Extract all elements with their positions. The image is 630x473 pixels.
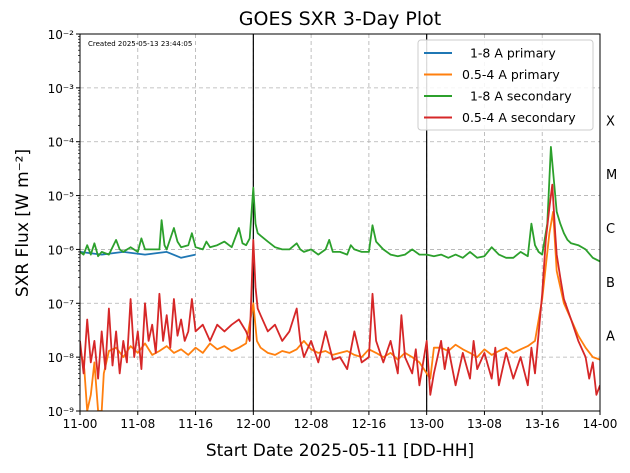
y-tick-label: 10⁻⁶	[48, 243, 75, 257]
x-axis-label: Start Date 2025-05-11 [DD-HH]	[206, 441, 474, 461]
y-tick-label: 10⁻⁷	[48, 297, 75, 311]
series-line	[80, 146, 600, 263]
x-tick-label: 14-00	[583, 417, 618, 431]
x-tick-label: 12-08	[294, 417, 329, 431]
legend: 1-8 A primary 0.5-4 A primary 1-8 A secon…	[417, 39, 594, 131]
chart-title: GOES SXR 3-Day Plot	[239, 8, 441, 30]
y-tick-label: 10⁻⁸	[48, 351, 75, 365]
flare-class-label: B	[606, 276, 615, 291]
flare-class-label: A	[606, 330, 615, 345]
legend-entry: 1-8 A primary	[462, 46, 556, 61]
x-tick-label: 12-16	[351, 417, 386, 431]
y-tick-label: 10⁻⁴	[48, 136, 75, 150]
day-boundary-lines	[252, 34, 428, 411]
y-tick-label: 10⁻⁹	[48, 405, 75, 419]
plot-frame	[79, 33, 601, 412]
x-tick-label: 13-08	[467, 417, 502, 431]
data-series-group	[80, 146, 600, 411]
series-line	[80, 210, 600, 411]
legend-box	[417, 39, 594, 131]
x-tick-label: 13-16	[525, 417, 560, 431]
x-tick-label: 11-16	[178, 417, 213, 431]
flare-class-label: C	[606, 222, 615, 237]
series-line	[80, 251, 196, 259]
x-tick-label: 11-08	[120, 417, 155, 431]
x-tick-label: 13-00	[409, 417, 444, 431]
y-tick-label: 10⁻³	[48, 82, 75, 96]
flare-class-label: X	[606, 114, 615, 129]
y-axis-label: SXR Flux [W m⁻²]	[13, 149, 33, 297]
series-line	[80, 183, 600, 396]
y-tick-label: 10⁻⁵	[48, 190, 75, 204]
flare-class-labels: X M C B A	[606, 114, 617, 344]
legend-entry: 0.5-4 A primary	[462, 67, 560, 82]
flare-class-label: M	[606, 168, 617, 183]
x-tick-label: 12-00	[236, 417, 271, 431]
legend-entry: 1-8 A secondary	[462, 89, 572, 104]
x-axis-ticks: 11-00 11-08 11-16 12-00 12-08 12-16 13-00 13-08…	[63, 411, 618, 431]
created-note: Created 2025-05-13 23:44:05	[88, 40, 192, 48]
x-tick-label: 11-00	[63, 417, 98, 431]
legend-entry: 0.5-4 A secondary	[462, 110, 576, 125]
y-axis-ticks: 10⁻⁹ 10⁻⁸ 10⁻⁷ 10⁻⁶ 10⁻⁵ 10⁻⁴ 10⁻³ 10⁻²	[48, 28, 80, 419]
y-tick-label: 10⁻²	[48, 28, 75, 42]
